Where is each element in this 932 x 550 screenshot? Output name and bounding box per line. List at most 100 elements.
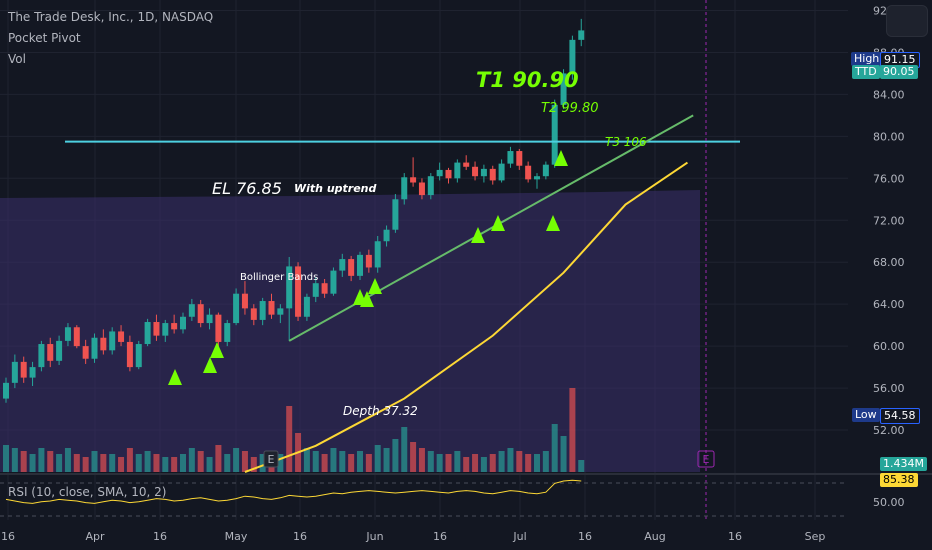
bollinger-bands-label: Bollinger Bands [240,272,318,283]
pocket-pivot-arrow [203,357,217,373]
pocket-pivot-arrow [491,215,505,231]
candle-body [551,104,558,165]
x-tick-label: 16 [578,530,592,543]
x-tick-label: May [225,530,248,543]
volume-bar [144,451,151,472]
volume-bar [303,448,310,472]
volume-bar [47,451,54,472]
volume-bar [525,454,532,472]
candle-body [118,331,125,342]
chart-settings-button[interactable] [886,5,928,37]
volume-bar [418,448,425,472]
candle-body [73,327,80,347]
volume-bar [348,454,355,472]
volume-bar [250,457,257,472]
volume-bar [29,454,36,472]
candle-body [410,177,417,183]
volume-bar [171,457,178,472]
candle-body [507,151,514,164]
volume-bar [241,451,248,472]
candle-body [312,283,319,297]
candle-body [206,314,213,324]
volume-bar [91,451,98,472]
pocket-pivot-arrow [168,369,182,385]
candle-body [392,199,399,230]
volume-bar [489,454,496,472]
volume-bar [357,451,363,472]
candle-body [162,323,169,336]
candle-body [472,166,479,177]
candle-body [259,301,266,320]
y-tick-label: 56.00 [873,382,905,395]
depth-label: Depth 37.32 [343,404,418,418]
volume-bar [286,406,293,472]
candle-body [463,162,470,167]
target-t1-label: T1 90.90 [476,68,579,92]
volume-bar [454,451,461,472]
candle-body [560,73,567,105]
low-label-tag: Low [852,408,880,422]
y-tick-label: 84.00 [873,88,905,101]
earnings-marker-future-label: E [703,453,710,466]
candle-body [56,340,63,361]
volume-bar [162,457,169,472]
volume-bar [321,454,328,472]
candle-body [578,30,585,40]
volume-bar [197,451,204,472]
candle-body [268,301,275,315]
pocket-pivot-arrow [546,215,560,231]
volume-bar [480,457,487,472]
candle-body [100,337,107,351]
volume-bar [534,454,540,472]
candle-body [348,259,355,276]
y-tick-label: 68.00 [873,256,905,269]
candle-body [153,322,160,336]
high-label-tag: High [851,52,883,66]
volume-bar [365,454,372,472]
y-tick-label: 60.00 [873,340,905,353]
volume-bar [472,454,479,472]
candle-body [454,162,461,179]
volume-bar [215,445,222,472]
target-t3-label: T3 106 [605,135,647,149]
volume-bar [578,460,585,472]
volume-bar [427,451,434,472]
volume-bar [56,454,63,472]
candle-body [29,367,36,378]
volume-bar [339,451,346,472]
volume-bar [20,451,27,472]
candle-body [197,304,204,324]
candle-body [401,177,408,200]
candle-body [241,293,248,309]
volume-bar [463,457,470,472]
volume-bar [445,454,452,472]
x-tick-label: Sep [805,530,826,543]
volume-bar [436,454,443,472]
volume-bar [392,439,399,472]
volume-bar [401,427,408,472]
candle-body [516,151,523,166]
volume-bar [206,457,213,472]
y-tick-label: 64.00 [873,298,905,311]
candle-body [374,241,381,268]
volume-bar [383,448,390,472]
candle-body [445,169,452,179]
candle-body [215,314,222,342]
candle-body [64,327,71,341]
candle-body [418,182,425,196]
x-tick-label: 16 [433,530,447,543]
earnings-marker-future [697,450,715,468]
rsi-line [5,479,582,504]
volume-bar [82,457,89,472]
volume-bar [560,436,567,472]
volume-value-tag: 1.434M [880,457,927,471]
candle-body [330,270,337,294]
candle-body [542,164,549,177]
candle-body [321,283,328,294]
candle-body [436,169,443,177]
volume-bar [38,448,45,472]
candle-body [224,323,231,342]
candle-body [365,254,372,268]
volume-bar [312,451,319,472]
